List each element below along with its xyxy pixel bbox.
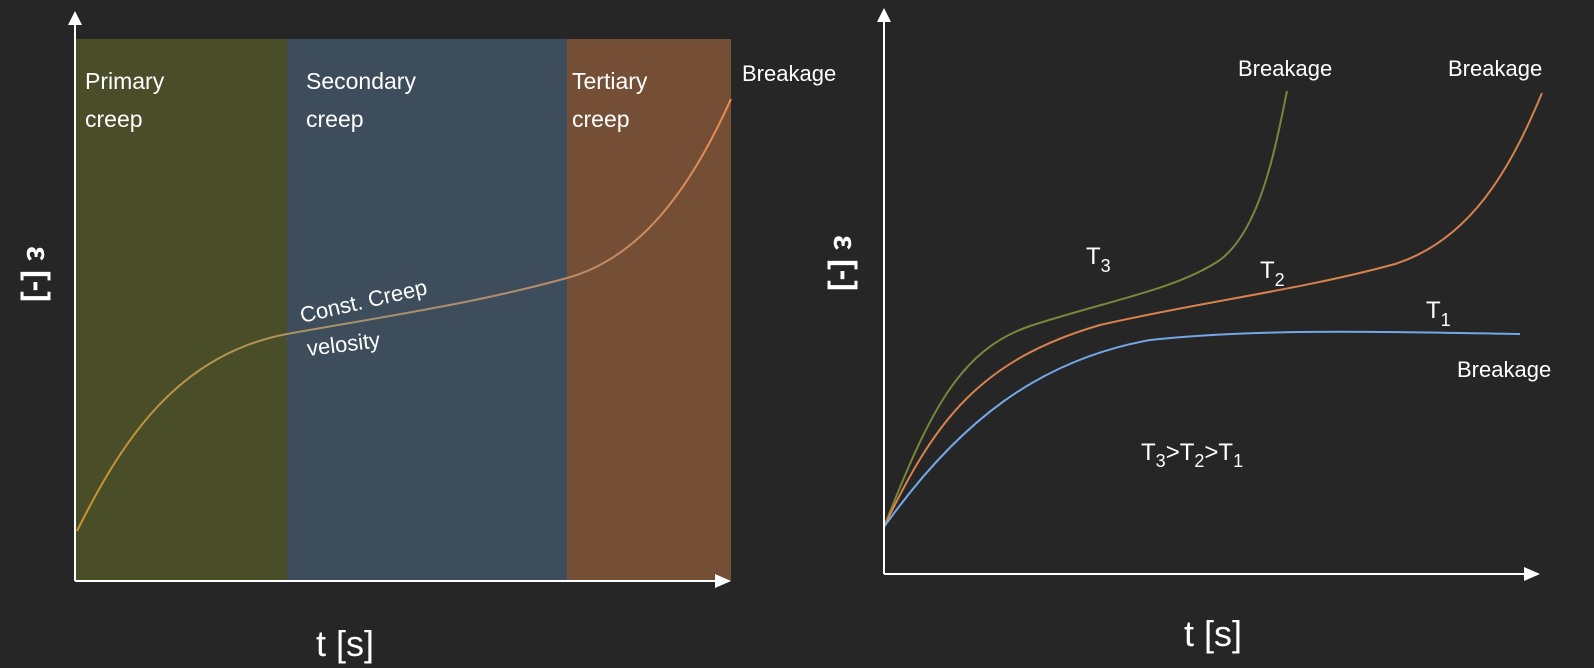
left-y-axis-arrow — [68, 11, 82, 25]
primary-creep-label-line1: Primary — [85, 68, 165, 94]
breakage-label-t2: Breakage — [1448, 56, 1542, 81]
right-y-axis-arrow — [877, 8, 891, 22]
curve-t2 — [883, 92, 1543, 528]
secondary-creep-label-line2: creep — [306, 106, 364, 132]
curve-label-t3: T3 — [1086, 243, 1111, 276]
left-y-axis-title: ε [-] — [20, 246, 56, 302]
curve-t3 — [883, 90, 1288, 528]
creep-strain-curve — [76, 98, 732, 532]
curve-label-t1: T1 — [1426, 297, 1451, 330]
temperature-relation: T3>T2>T1 — [1141, 439, 1243, 471]
tertiary-creep-label-line2: creep — [572, 106, 630, 132]
left-breakage-label: Breakage — [742, 61, 836, 86]
right-x-axis-title: t [s] — [1184, 613, 1242, 654]
secondary-creep-label-line1: Secondary — [306, 68, 416, 94]
tertiary-creep-zone — [567, 39, 731, 581]
primary-creep-label-line2: creep — [85, 106, 143, 132]
left-x-axis-title: t [s] — [316, 623, 374, 664]
left-x-axis-arrow — [715, 574, 731, 588]
tertiary-creep-label-line1: Tertiary — [572, 68, 648, 94]
right-x-axis-arrow — [1524, 567, 1540, 581]
left-creep-stages-chart: Primary creep Secondary creep Tertiary c… — [20, 11, 836, 664]
breakage-label-t1: Breakage — [1457, 357, 1551, 382]
primary-creep-zone — [75, 39, 287, 581]
breakage-label-t3: Breakage — [1238, 56, 1332, 81]
right-temperature-chart: Breakage Breakage Breakage T3 T2 T1 T3>T… — [827, 8, 1551, 654]
right-y-axis-title: ε [-] — [827, 235, 863, 291]
curve-label-t2: T2 — [1260, 257, 1285, 290]
curve-t1 — [883, 330, 1521, 528]
